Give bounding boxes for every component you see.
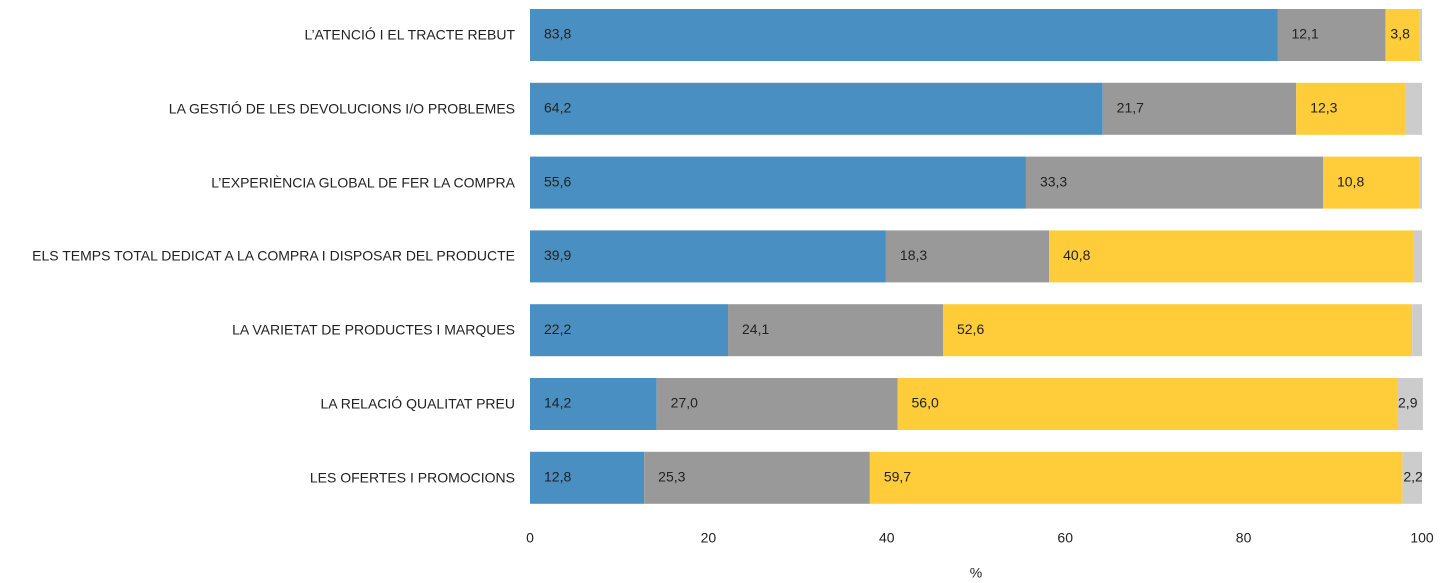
bar-segment <box>942 304 1413 357</box>
x-tick-label: 80 <box>1236 530 1252 546</box>
bar-segment <box>885 230 1050 283</box>
data-label: 55,6 <box>544 173 571 189</box>
data-label: 22,2 <box>544 321 571 337</box>
bar-segment <box>1397 378 1423 430</box>
bar-segment <box>1277 9 1386 61</box>
x-axis-label: % <box>970 565 982 581</box>
data-label: 25,3 <box>658 469 685 485</box>
data-label: 10,8 <box>1337 173 1364 189</box>
bar-segment <box>869 451 1403 504</box>
data-label: 12,8 <box>544 469 571 485</box>
bar-segment <box>897 378 1398 430</box>
bar-segment <box>728 304 943 357</box>
y-tick-label: LA VARIETAT DE PRODUCTES I MARQUES <box>232 321 515 338</box>
bar-segment <box>1402 451 1422 504</box>
x-tick-label: 60 <box>1057 530 1073 546</box>
bar-segment <box>644 451 870 504</box>
data-label: 3,8 <box>1390 26 1410 42</box>
bar-segment <box>1412 304 1422 357</box>
y-tick-label: LA RELACIÓ QUALITAT PREU <box>320 395 515 412</box>
y-tick-label: LES OFERTES I PROMOCIONS <box>309 469 515 486</box>
data-label: 39,9 <box>544 247 571 263</box>
x-tick-label: 0 <box>526 530 534 546</box>
data-label: 18,3 <box>900 247 927 263</box>
bar-segment <box>656 378 898 430</box>
bar-segment <box>1049 230 1414 283</box>
x-tick-label: 40 <box>879 530 895 546</box>
data-label: 33,3 <box>1040 173 1067 189</box>
bar-segment <box>530 378 657 430</box>
bar-segment <box>1385 9 1420 61</box>
data-label: 2,9 <box>1398 395 1418 411</box>
bar-segment <box>530 304 729 357</box>
bar-segment <box>1102 82 1297 135</box>
bar-segment <box>530 82 1103 135</box>
x-tick-label: 20 <box>701 530 717 546</box>
data-label: 83,8 <box>544 26 571 42</box>
data-label: 2,2 <box>1403 469 1423 485</box>
bar-segment <box>1413 230 1422 283</box>
bar-segment <box>1419 9 1422 61</box>
data-label: 64,2 <box>544 100 571 116</box>
bar-segment <box>530 230 886 283</box>
data-label: 27,0 <box>671 395 698 411</box>
data-label: 56,0 <box>912 395 939 411</box>
data-label: 21,7 <box>1117 100 1144 116</box>
bar-segment <box>1322 156 1420 209</box>
data-label: 52,6 <box>957 321 984 337</box>
data-label: 12,1 <box>1291 26 1318 42</box>
bar-segment <box>1419 156 1422 209</box>
bar-segment <box>530 156 1026 209</box>
data-label: 12,3 <box>1310 100 1337 116</box>
bar-segment <box>1296 82 1406 135</box>
y-tick-label: L’ATENCIÓ I EL TRACTE REBUT <box>304 26 515 43</box>
y-tick-label: L’EXPERIÈNCIA GLOBAL DE FER LA COMPRA <box>211 174 515 191</box>
bar-segment <box>530 451 645 504</box>
bar-segment <box>1025 156 1323 209</box>
bar-segment <box>1405 82 1422 135</box>
data-label: 59,7 <box>884 469 911 485</box>
data-label: 14,2 <box>544 395 571 411</box>
data-label: 40,8 <box>1063 247 1090 263</box>
bar-segment <box>530 9 1278 61</box>
y-tick-label: LA GESTIÓ DE LES DEVOLUCIONS I/O PROBLEM… <box>168 100 515 117</box>
data-label: 24,1 <box>742 321 769 337</box>
x-tick-label: 100 <box>1410 530 1434 546</box>
y-tick-label: ELS TEMPS TOTAL DEDICAT A LA COMPRA I DI… <box>32 247 515 264</box>
